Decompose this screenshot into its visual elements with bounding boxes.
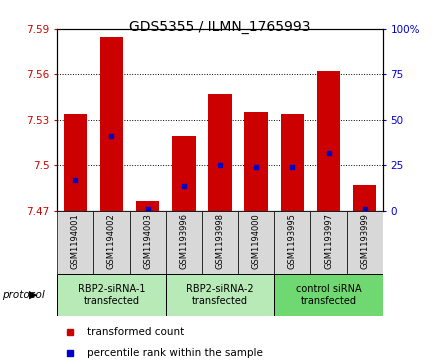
Text: transformed count: transformed count — [87, 327, 184, 337]
Bar — [129, 211, 166, 274]
Bar — [57, 274, 166, 316]
Bar — [274, 274, 383, 316]
Text: GSM1194003: GSM1194003 — [143, 213, 152, 269]
Text: control siRNA
transfected: control siRNA transfected — [296, 284, 361, 306]
Bar — [136, 201, 159, 211]
Text: ▶: ▶ — [29, 290, 37, 300]
Text: percentile rank within the sample: percentile rank within the sample — [87, 348, 262, 358]
Bar — [274, 211, 311, 274]
Text: GSM1193997: GSM1193997 — [324, 213, 333, 269]
Bar — [353, 185, 377, 211]
Bar — [100, 37, 123, 211]
Text: GSM1193995: GSM1193995 — [288, 213, 297, 269]
Bar — [63, 114, 87, 211]
Bar — [208, 94, 232, 211]
Text: GSM1194002: GSM1194002 — [107, 213, 116, 269]
Bar — [317, 72, 340, 211]
Bar — [202, 211, 238, 274]
Text: GSM1193996: GSM1193996 — [180, 213, 188, 269]
Text: RBP2-siRNA-1
transfected: RBP2-siRNA-1 transfected — [78, 284, 145, 306]
Bar — [166, 211, 202, 274]
Text: GDS5355 / ILMN_1765993: GDS5355 / ILMN_1765993 — [129, 20, 311, 34]
Bar — [245, 112, 268, 211]
Bar — [166, 274, 274, 316]
Bar — [238, 211, 274, 274]
Bar — [347, 211, 383, 274]
Text: RBP2-siRNA-2
transfected: RBP2-siRNA-2 transfected — [186, 284, 254, 306]
Bar — [281, 114, 304, 211]
Bar — [172, 136, 195, 211]
Text: GSM1194000: GSM1194000 — [252, 213, 260, 269]
Text: protocol: protocol — [2, 290, 45, 300]
Bar — [93, 211, 129, 274]
Text: GSM1193998: GSM1193998 — [216, 213, 224, 269]
Text: GSM1194001: GSM1194001 — [71, 213, 80, 269]
Text: GSM1193999: GSM1193999 — [360, 213, 369, 269]
Bar — [57, 211, 93, 274]
Bar — [311, 211, 347, 274]
